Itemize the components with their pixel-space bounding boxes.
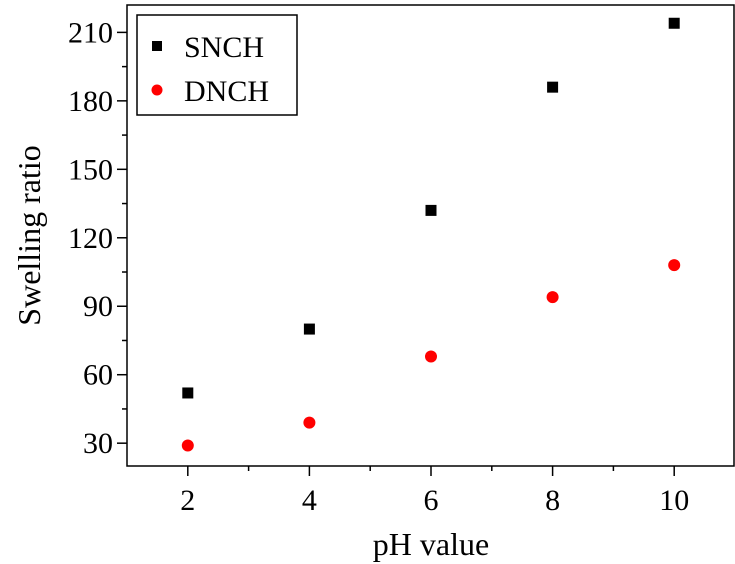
- dnch-point: [181, 439, 194, 452]
- y-tick-label: 120: [68, 222, 113, 255]
- y-tick-label: 30: [83, 427, 113, 460]
- legend-label: DNCH: [184, 75, 269, 108]
- x-tick-label: 8: [545, 484, 560, 517]
- dnch-point: [425, 350, 437, 363]
- y-tick-label: 150: [68, 153, 113, 186]
- y-tick-label: 180: [68, 85, 113, 118]
- legend-box: [136, 14, 298, 116]
- legend-marker-square: [152, 41, 162, 51]
- x-tick-label: 6: [424, 484, 439, 517]
- legend-label: SNCH: [184, 31, 264, 64]
- legend-marker-circle: [151, 84, 163, 96]
- snch-point: [547, 81, 559, 93]
- dnch-point: [303, 416, 316, 429]
- y-axis-title: Swelling ratio: [11, 145, 47, 325]
- snch-point: [182, 387, 194, 399]
- snch-point: [668, 17, 680, 29]
- y-tick-label: 210: [68, 16, 113, 49]
- x-tick-label: 10: [659, 484, 689, 517]
- snch-point: [303, 323, 315, 335]
- dnch-point: [668, 259, 681, 272]
- x-tick-label: 2: [180, 484, 195, 517]
- legend: SNCH DNCH: [136, 14, 298, 116]
- x-axis-title: pH value: [373, 526, 489, 562]
- axis-ticks: [117, 31, 675, 476]
- tick-labels: 2 4 6 8 10 30 60 90 120 150 180 210: [68, 16, 689, 517]
- snch-point: [425, 204, 437, 216]
- data-points: [181, 17, 681, 452]
- y-tick-label: 90: [83, 290, 113, 323]
- dnch-point: [546, 291, 559, 304]
- y-tick-label: 60: [83, 359, 113, 392]
- x-tick-label: 4: [302, 484, 317, 517]
